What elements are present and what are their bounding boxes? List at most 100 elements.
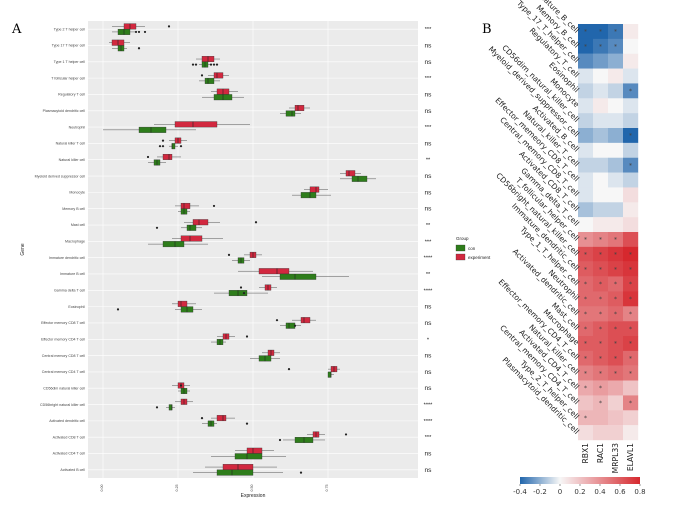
significance-mark: * [584, 355, 587, 362]
significance-mark: * [584, 281, 587, 288]
heatmap-cell-type-17-t-helper-cell-elavl1 [623, 53, 639, 69]
box-con-monocyte [300, 192, 317, 199]
heatmap-cell-t-follicular-helper-cell-rac1 [593, 232, 609, 248]
heatmap-cell-immature-dendritic-cell-mrpl33 [608, 261, 624, 277]
heatmap-cell-type-1-t-helper-cell-mrpl33 [608, 276, 624, 292]
outlier-point [344, 433, 348, 436]
significance-mark: * [599, 355, 602, 362]
heatmap-cell-central-memory-cd4-t-cell-rbx1 [578, 395, 594, 411]
heatmap-cell-natural-killer-cell-elavl1 [623, 365, 639, 381]
significance-mark: * [614, 296, 617, 303]
outlier-point [242, 291, 246, 295]
gene-label: Type 17 T helper cell [52, 44, 85, 48]
significance-label: *** [425, 239, 432, 245]
heatmap-cell-activated-cd8-t-cell-rac1 [593, 202, 609, 218]
significance-mark: * [629, 266, 632, 273]
significance-mark: * [599, 237, 602, 244]
significance-mark: * [584, 29, 587, 36]
significance-mark: * [584, 43, 587, 50]
heatmap-cell-effector-memory-cd4-t-cell-rbx1 [578, 350, 594, 366]
significance-mark: * [629, 311, 632, 318]
box-con-activated-cd4-t-cell [234, 453, 263, 460]
heatmap-cell-cd56bright-natural-killer-cell-elavl1 [623, 246, 639, 262]
heatmap-cell-natural-killer-t-cell-rac1 [593, 157, 609, 173]
box-experiment-neutrophil [174, 121, 218, 128]
outlier-point [161, 139, 165, 142]
box-experiment-monocyte [309, 186, 320, 193]
gene-label: Activated dendritic cell [49, 419, 85, 423]
heatmap-cell-cd56bright-natural-killer-cell-rbx1 [578, 246, 594, 262]
box-experiment-eosinophil [177, 300, 188, 307]
outlier-point [146, 155, 150, 159]
outlier-point [116, 308, 120, 311]
heatmap-cell-type-2-t-helper-cell-rac1 [593, 410, 609, 426]
colorbar-tick-label: -0.2 [533, 488, 547, 496]
colorbar-tick-label: 0.4 [594, 488, 606, 496]
gene-label: Myeloid derived suppressor cell [35, 174, 86, 178]
significance-label: *** [425, 27, 432, 33]
significance-label: ns [425, 304, 433, 311]
heatmap-cell-immature-b-cell-rbx1 [578, 24, 594, 40]
outlier-point [278, 438, 282, 442]
significance-mark: * [629, 400, 632, 407]
gene-label: Natural killer cell [59, 158, 86, 162]
gene-label: Central memory CD8 T cell [42, 354, 85, 358]
outlier-point [194, 63, 198, 66]
gene-label: Central memory CD4 T cell [42, 370, 85, 374]
significance-mark: * [599, 370, 602, 377]
heatmap-cell-gamma-delta-t-cell-rbx1 [578, 217, 594, 233]
significance-mark: * [584, 311, 587, 318]
heatmap-cell-type-2-t-helper-cell-mrpl33 [608, 410, 624, 426]
outlier-point [137, 30, 141, 34]
significance-mark: * [614, 370, 617, 377]
gene-label: Regulatory T cell [58, 93, 85, 97]
outlier-point [293, 324, 297, 327]
heatmap-cell-activated-cd4-t-cell-elavl1 [623, 380, 639, 396]
heatmap-cell-eosinophil-elavl1 [623, 83, 639, 99]
heatmap-cell-activated-dendritic-cell-rac1 [593, 306, 609, 322]
significance-label: *** [425, 76, 432, 82]
box-experiment-activated-dendritic-cell [216, 415, 227, 422]
significance-mark: * [614, 43, 617, 50]
gene-label: Neutrophil [69, 125, 86, 129]
gene-label: Type 1 T helper cell [54, 60, 85, 64]
box-con-natural-killer-t-cell [171, 143, 176, 150]
significance-mark: * [629, 296, 632, 303]
panel-b-label: B [482, 22, 492, 37]
heatmap-cell-cd56bright-natural-killer-cell-rac1 [593, 246, 609, 262]
heatmap-cell-type-17-t-helper-cell-rac1 [593, 53, 609, 69]
x-tick-label: 0.00 [100, 485, 104, 492]
heatmap-cell-cd56dim-natural-killer-cell-mrpl33 [608, 113, 624, 129]
heatmap-cell-plasmacytoid-dendritic-cell-rbx1 [578, 425, 594, 441]
outlier-point [179, 384, 183, 387]
heatmap-cell-activated-cd4-t-cell-rbx1 [578, 380, 594, 396]
heatmap-cell-type-2-t-helper-cell-elavl1 [623, 410, 639, 426]
gene-label: Macrophage [65, 240, 85, 244]
significance-mark: * [629, 251, 632, 258]
box-experiment-plasmacytoid-dendritic-cell [294, 105, 305, 111]
heatmap-cell-gamma-delta-t-cell-mrpl33 [608, 217, 624, 233]
significance-mark: * [614, 266, 617, 273]
colorbar-tick-label: 0.2 [574, 488, 585, 496]
box-experiment-t-follicular-helper-cell [213, 72, 224, 79]
gene-label: Activated CD8 T cell [53, 435, 86, 439]
heatmap-cell-natural-killer-cell-rbx1 [578, 365, 594, 381]
box-con-activated-b-cell [216, 469, 254, 476]
heatmap-cell-activated-cd8-t-cell-elavl1 [623, 202, 639, 218]
box-experiment-effector-memory-cd8-t-cell [300, 317, 311, 324]
significance-mark: * [584, 326, 587, 333]
significance-label: ns [425, 189, 433, 196]
heatmap-cell-regulatory-t-cell-rbx1 [578, 68, 594, 84]
significance-mark: * [614, 29, 617, 36]
significance-mark: * [599, 311, 602, 318]
significance-mark: * [584, 296, 587, 303]
significance-label: ns [425, 173, 433, 180]
significance-label: ns [425, 108, 433, 115]
heatmap-cell-activated-cd8-t-cell-rbx1 [578, 202, 594, 218]
significance-mark: * [629, 281, 632, 288]
gene-label: Type 2 T helper cell [54, 27, 85, 31]
gene-label: Mast cell [71, 223, 85, 227]
heatmap-cell-natural-killer-t-cell-rbx1 [578, 157, 594, 173]
box-con-neutrophil [138, 126, 167, 133]
heatmap-cell-immature-dendritic-cell-rbx1 [578, 261, 594, 277]
